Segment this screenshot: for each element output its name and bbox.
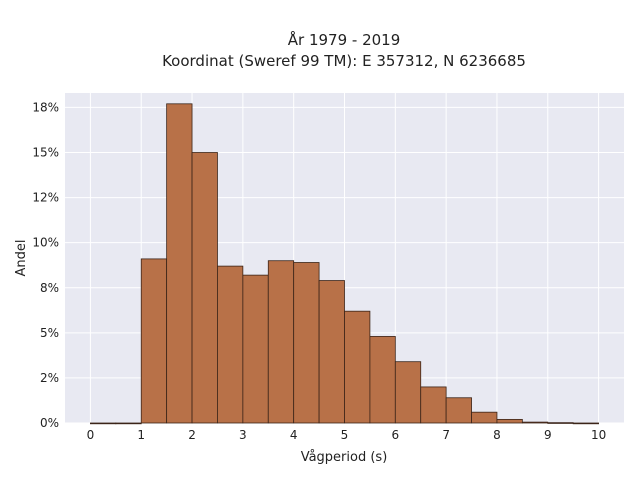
- histogram-bar: [191, 152, 218, 424]
- histogram-bar: [471, 411, 498, 424]
- chart-title: År 1979 - 2019: [288, 30, 401, 49]
- histogram-bar: [318, 280, 345, 424]
- x-tick-label: 10: [591, 428, 606, 442]
- histogram-bar: [242, 274, 269, 424]
- y-tick-label: 5%: [40, 326, 59, 340]
- x-axis-label: Vågperiod (s): [301, 450, 388, 465]
- histogram-bar: [547, 422, 574, 424]
- y-tick-label: 12%: [32, 191, 59, 205]
- histogram-bar: [115, 422, 142, 425]
- histogram-bar: [572, 422, 599, 425]
- y-axis-ticks: 0% 2% 5% 8% 10% 12% 15% 18%: [32, 100, 59, 430]
- histogram-bar: [496, 418, 523, 424]
- x-tick-label: 3: [239, 428, 247, 442]
- x-tick-label: 7: [442, 428, 450, 442]
- histogram-bar: [293, 262, 320, 424]
- y-tick-label: 10%: [32, 236, 59, 250]
- x-tick-label: 9: [544, 428, 552, 442]
- x-tick-label: 1: [137, 428, 145, 442]
- y-axis-label: Andel: [14, 240, 29, 277]
- x-tick-label: 0: [87, 428, 95, 442]
- histogram-bar: [369, 336, 396, 424]
- histogram-bar: [344, 310, 371, 424]
- histogram-bar: [445, 397, 472, 424]
- x-tick-label: 2: [188, 428, 196, 442]
- histogram-bar: [267, 260, 295, 424]
- histogram-bar: [217, 265, 244, 424]
- x-tick-label: 5: [341, 428, 349, 442]
- histogram-bar: [166, 103, 193, 424]
- x-tick-label: 4: [290, 428, 298, 442]
- x-tick-label: 6: [391, 428, 399, 442]
- chart-subtitle: Koordinat (Sweref 99 TM): E 357312, N 62…: [162, 52, 526, 70]
- histogram-bar: [394, 361, 422, 424]
- histogram-bar: [90, 422, 117, 425]
- y-tick-label: 2%: [40, 371, 59, 385]
- x-tick-label: 8: [493, 428, 501, 442]
- histogram-bar: [521, 421, 549, 424]
- histogram-bar: [140, 258, 168, 424]
- x-axis-ticks: 0 1 2 3 4 5 6 7 8 9 10: [87, 428, 607, 442]
- histogram-bar: [420, 386, 447, 424]
- y-tick-label: 0%: [40, 416, 59, 430]
- bars: [90, 103, 599, 425]
- y-tick-label: 15%: [32, 146, 59, 160]
- y-tick-label: 18%: [32, 100, 59, 114]
- y-tick-label: 8%: [40, 281, 59, 295]
